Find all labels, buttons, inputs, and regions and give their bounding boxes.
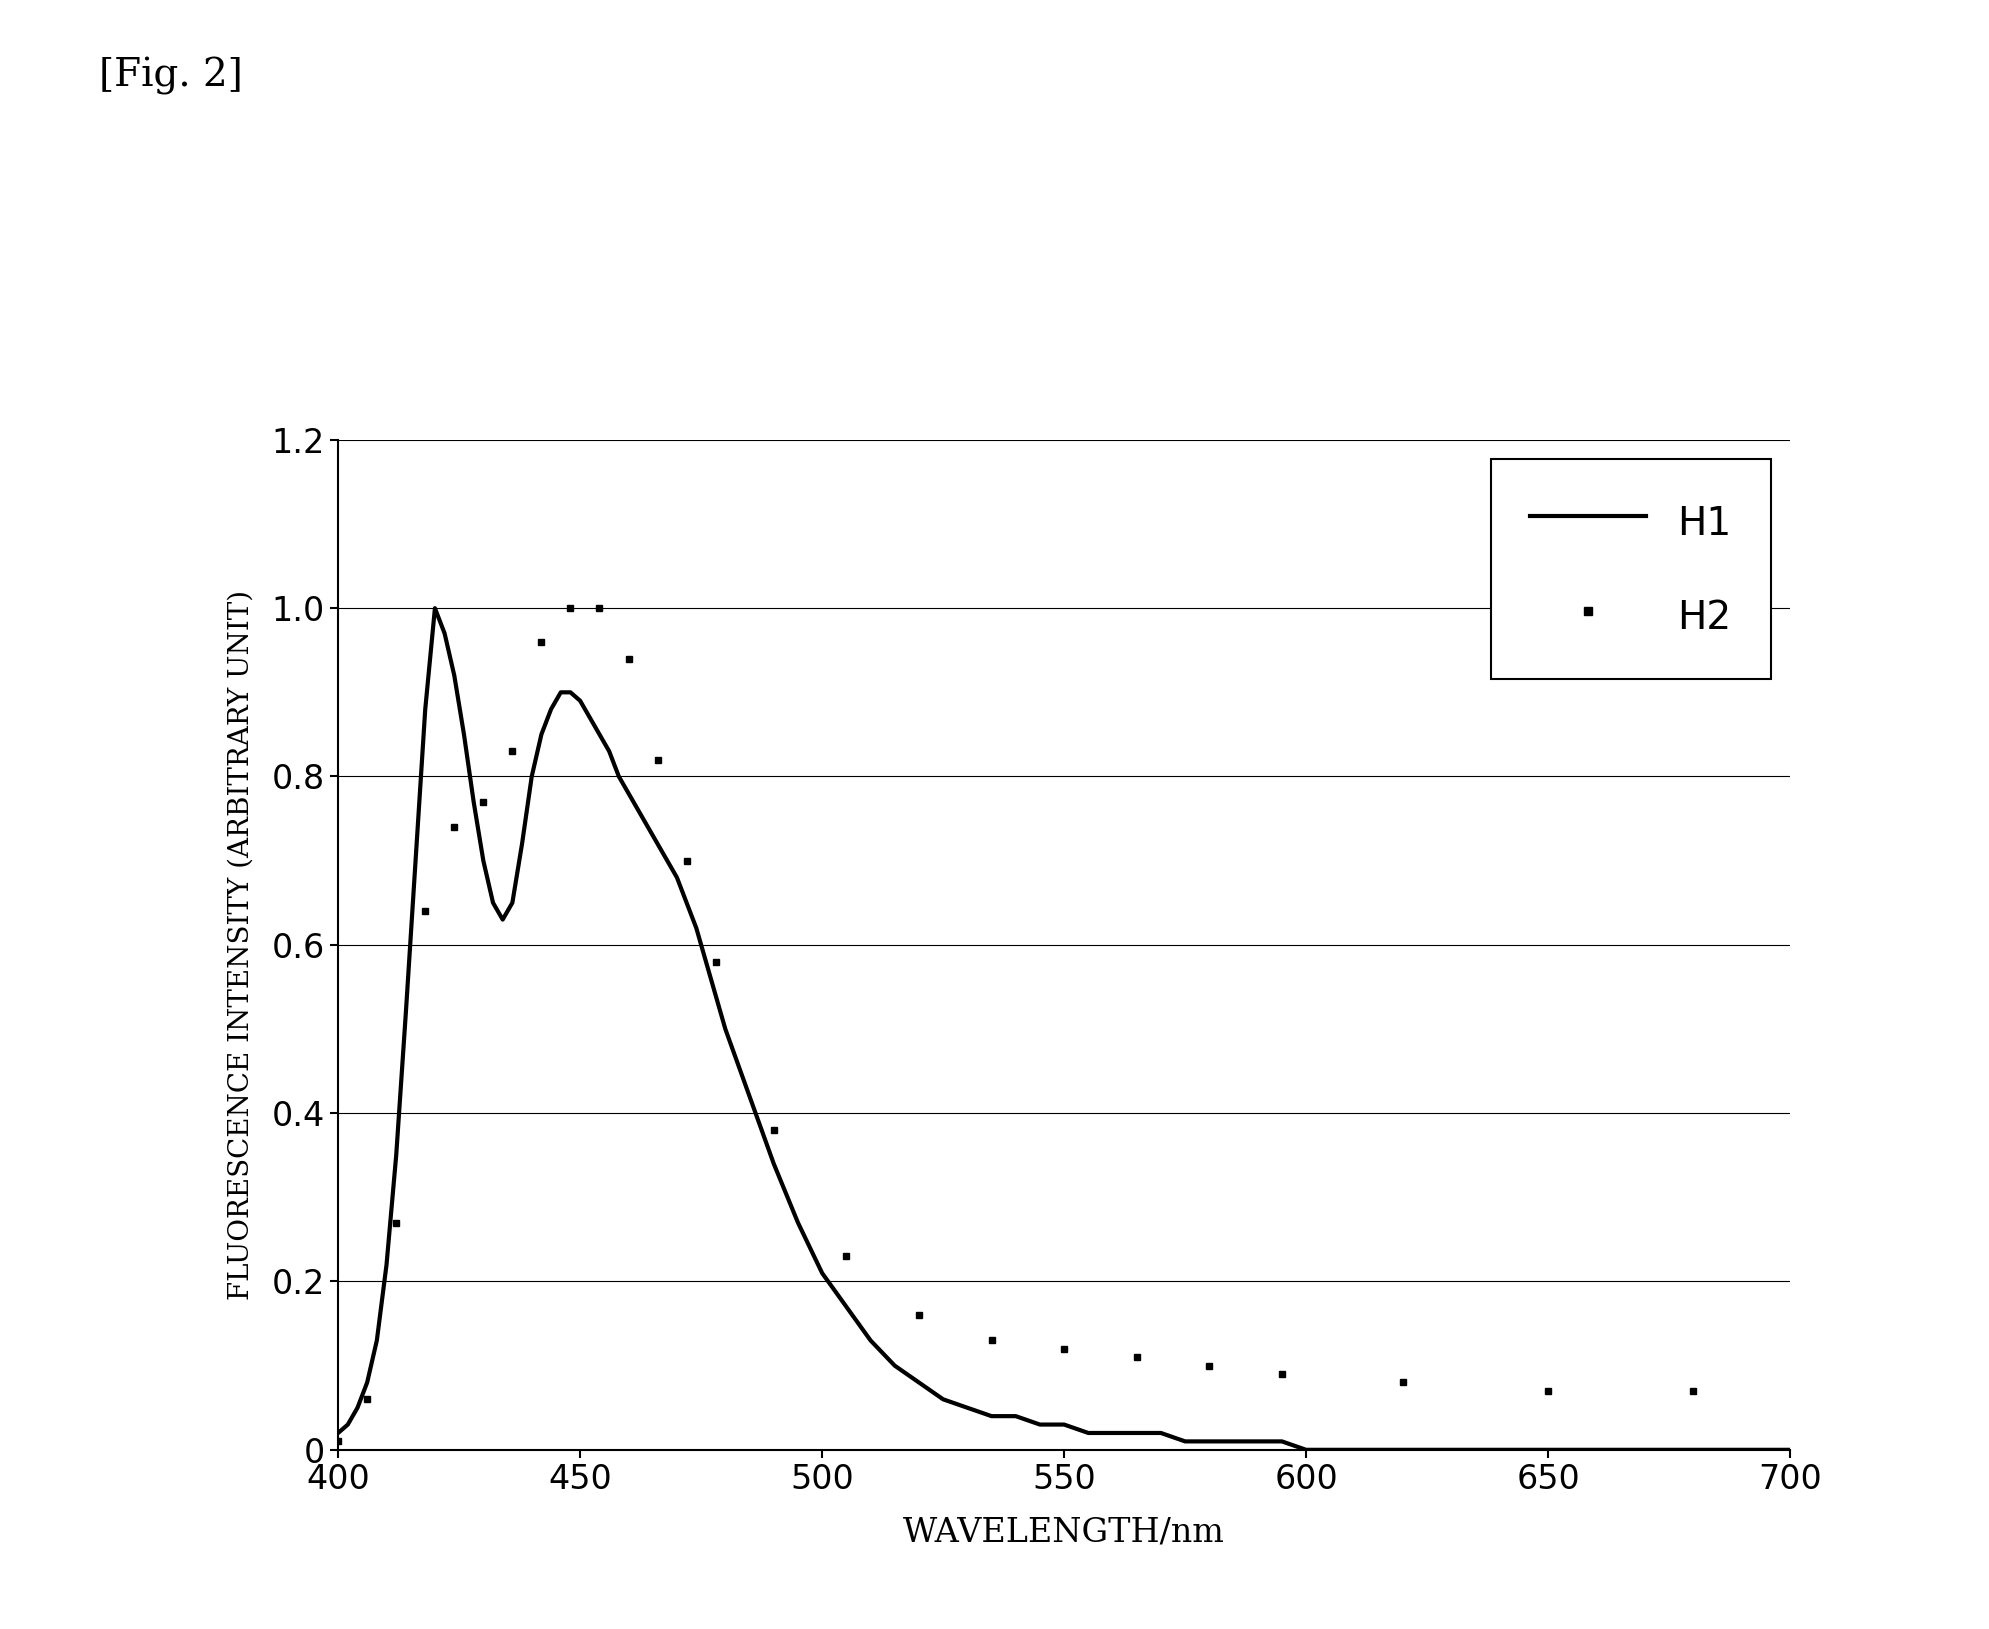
- Y-axis label: FLUORESCENCE INTENSITY (ARBITRARY UNIT): FLUORESCENCE INTENSITY (ARBITRARY UNIT): [229, 590, 255, 1300]
- H2: [1197, 1355, 1221, 1375]
- H2: [1245, 1365, 1269, 1385]
- X-axis label: WAVELENGTH/nm: WAVELENGTH/nm: [903, 1517, 1225, 1549]
- H1: [1197, 1432, 1221, 1451]
- H2: [549, 598, 573, 617]
- Legend: H1, H2: H1, H2: [1492, 459, 1770, 679]
- H2: [1126, 1347, 1150, 1367]
- Line: H1: H1: [338, 608, 1790, 1450]
- H1: [1778, 1440, 1802, 1460]
- H1: [384, 1145, 408, 1165]
- Text: [Fig. 2]: [Fig. 2]: [99, 57, 243, 94]
- H1: [1245, 1432, 1269, 1451]
- H1: [424, 598, 448, 617]
- H1: [1126, 1424, 1150, 1443]
- H1: [1488, 1440, 1512, 1460]
- H1: [1174, 1432, 1197, 1451]
- Line: H2: H2: [334, 604, 1794, 1445]
- H2: [326, 1432, 350, 1451]
- H2: [1440, 1381, 1464, 1401]
- H2: [384, 1212, 408, 1232]
- H1: [326, 1424, 350, 1443]
- H2: [1778, 1381, 1802, 1401]
- H1: [1295, 1440, 1319, 1460]
- H2: [1174, 1355, 1197, 1375]
